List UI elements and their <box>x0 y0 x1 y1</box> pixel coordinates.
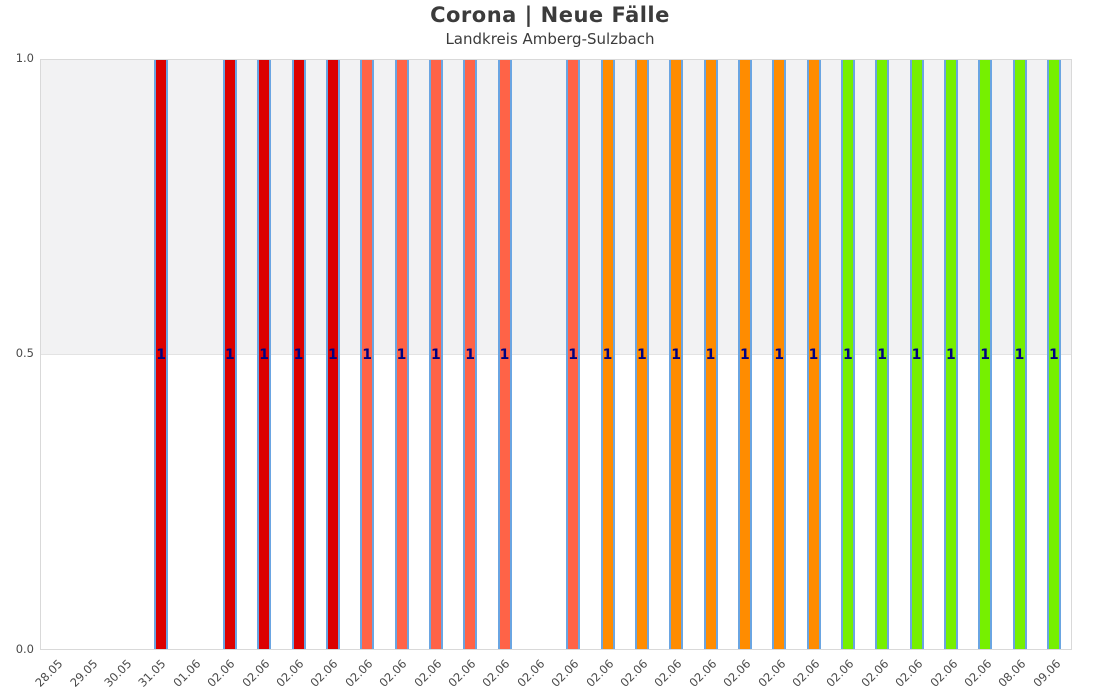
bar: 1 <box>291 60 306 649</box>
bar-value-label: 1 <box>980 346 991 363</box>
y-tick-label-1.0: 1.0 <box>15 51 34 65</box>
shaded-band-upper-half <box>41 60 1071 355</box>
chart-title: Corona | Neue Fälle <box>430 3 670 27</box>
bar-value-label: 1 <box>156 346 167 363</box>
bar: 1 <box>737 60 752 649</box>
bar-value-label: 1 <box>327 346 338 363</box>
bar-value-label: 1 <box>1014 346 1025 363</box>
bar-value-label: 1 <box>774 346 785 363</box>
bar-value-label: 1 <box>396 346 407 363</box>
bar-value-label: 1 <box>636 346 647 363</box>
bar-value-label: 1 <box>842 346 853 363</box>
bar-value-label: 1 <box>465 346 476 363</box>
bar: 1 <box>1012 60 1027 649</box>
bar-value-label: 1 <box>224 346 235 363</box>
y-tick-label-0.0: 0.0 <box>15 642 34 656</box>
x-axis-labels: 28.05 29.05 30.05 31.05 01.06 02.06 02.06 02.06… <box>32 652 1072 700</box>
bar: 1 <box>428 60 443 649</box>
bar: 1 <box>222 60 237 649</box>
bar-value-label: 1 <box>808 346 819 363</box>
bar: 1 <box>669 60 684 649</box>
bar-value-label: 1 <box>499 346 510 363</box>
bar-value-label: 1 <box>259 346 270 363</box>
bar: 1 <box>840 60 855 649</box>
bar-value-label: 1 <box>911 346 922 363</box>
bar-value-label: 1 <box>602 346 613 363</box>
chart-header: Corona | Neue Fälle Landkreis Amberg-Sul… <box>0 3 1100 48</box>
bar: 1 <box>703 60 718 649</box>
bar-value-label: 1 <box>362 346 373 363</box>
plot-area: 1 1 1 1 1 1 1 1 1 1 1 1 1 1 1 1 1 1 1 1 1 1 1 1 1 <box>40 59 1072 650</box>
bar: 1 <box>360 60 375 649</box>
bar: 1 <box>943 60 958 649</box>
bar: 1 <box>154 60 169 649</box>
bar: 1 <box>600 60 615 649</box>
bar: 1 <box>978 60 993 649</box>
y-tick-label-0.5: 0.5 <box>15 346 34 360</box>
bar-value-label: 1 <box>945 346 956 363</box>
bar: 1 <box>875 60 890 649</box>
bar: 1 <box>325 60 340 649</box>
bar-value-label: 1 <box>430 346 441 363</box>
bar-value-label: 1 <box>1048 346 1059 363</box>
bars-layer: 1 1 1 1 1 1 1 1 1 1 1 1 1 1 1 1 1 1 1 1 1 1 1 1 1 <box>41 60 1071 649</box>
bar: 1 <box>566 60 581 649</box>
bar-value-label: 1 <box>671 346 682 363</box>
bar: 1 <box>394 60 409 649</box>
bar-value-label: 1 <box>568 346 579 363</box>
bar: 1 <box>909 60 924 649</box>
bar-value-label: 1 <box>877 346 888 363</box>
bar: 1 <box>257 60 272 649</box>
bar: 1 <box>806 60 821 649</box>
bar: 1 <box>1046 60 1061 649</box>
bar: 1 <box>772 60 787 649</box>
bar: 1 <box>497 60 512 649</box>
bar-value-label: 1 <box>293 346 304 363</box>
bar: 1 <box>463 60 478 649</box>
bar: 1 <box>634 60 649 649</box>
bar-value-label: 1 <box>705 346 716 363</box>
chart-subtitle: Landkreis Amberg-Sulzbach <box>445 30 655 48</box>
bar-value-label: 1 <box>739 346 750 363</box>
